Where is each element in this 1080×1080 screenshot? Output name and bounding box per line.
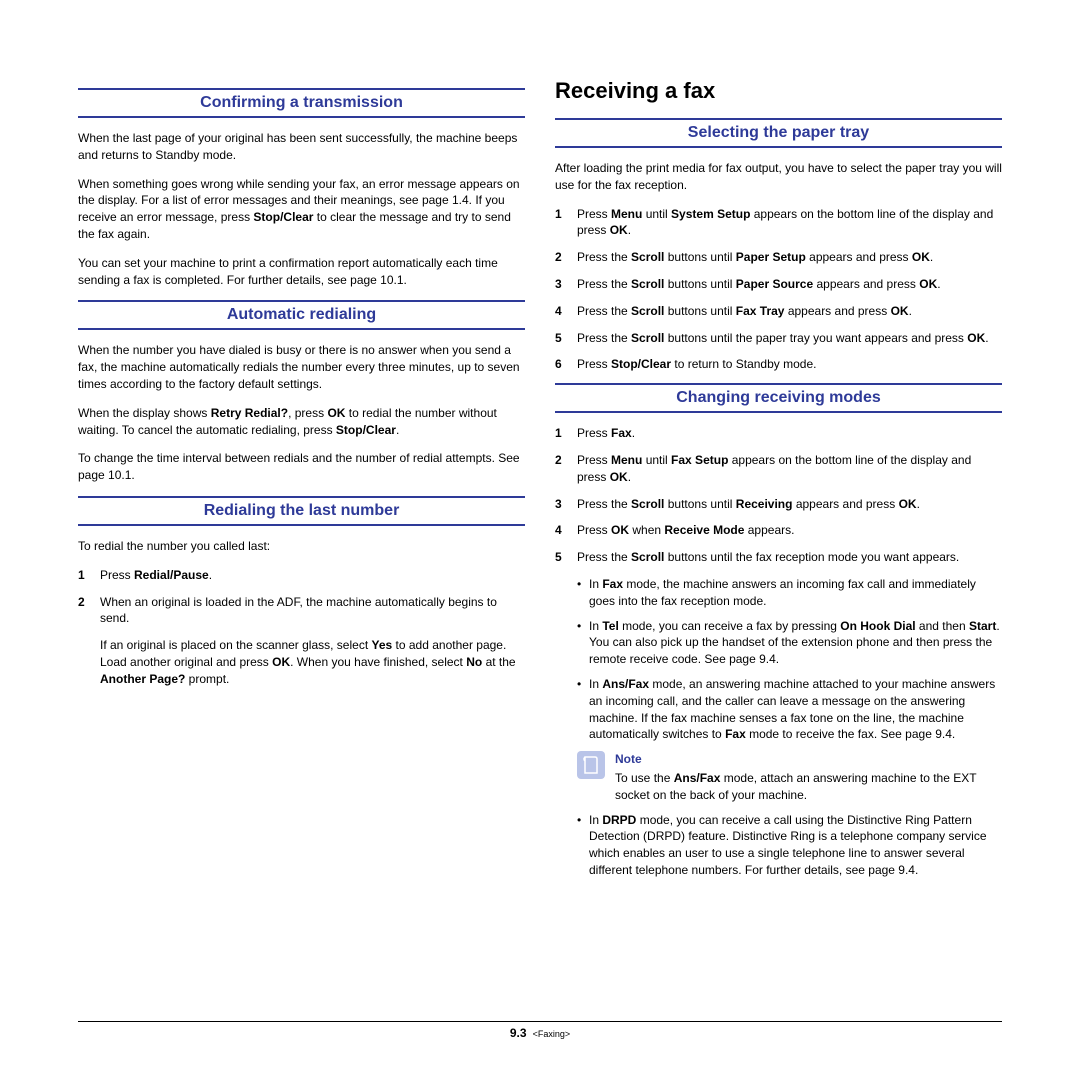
list-item: 1Press Menu until System Setup appears o…	[555, 206, 1002, 240]
step-text: Press the Scroll buttons until the fax r…	[577, 549, 1002, 566]
bullet-item: •In Fax mode, the machine answers an inc…	[577, 576, 1002, 610]
list-item: 6Press Stop/Clear to return to Standby m…	[555, 356, 1002, 373]
list-item: 2Press the Scroll buttons until Paper Se…	[555, 249, 1002, 266]
list-item: 1Press Fax.	[555, 425, 1002, 442]
page-footer: 9.3 <Faxing>	[78, 1021, 1002, 1040]
bullet-item: •In Ans/Fax mode, an answering machine a…	[577, 676, 1002, 743]
step-number: 1	[555, 206, 577, 240]
numbered-list: 1 Press Redial/Pause. 2 When an original…	[78, 567, 525, 627]
bullet-dot: •	[577, 676, 589, 743]
right-column: Receiving a fax Selecting the paper tray…	[555, 78, 1002, 887]
section-heading-auto-redial: Automatic redialing	[78, 300, 525, 330]
list-item: 3Press the Scroll buttons until Receivin…	[555, 496, 1002, 513]
para: If an original is placed on the scanner …	[100, 637, 525, 687]
bullet-dot: •	[577, 618, 589, 668]
list-item: 2 When an original is loaded in the ADF,…	[78, 594, 525, 628]
section-heading-confirming: Confirming a transmission	[78, 88, 525, 118]
note-block: Note To use the Ans/Fax mode, attach an …	[577, 751, 1002, 803]
note-body: To use the Ans/Fax mode, attach an answe…	[615, 771, 976, 802]
step-number: 1	[555, 425, 577, 442]
list-item: 4Press the Scroll buttons until Fax Tray…	[555, 303, 1002, 320]
bullet-text: In Fax mode, the machine answers an inco…	[589, 576, 1002, 610]
step-text: Press Redial/Pause.	[100, 567, 525, 584]
numbered-list: 1Press Menu until System Setup appears o…	[555, 206, 1002, 374]
step-number: 4	[555, 522, 577, 539]
step-number: 2	[78, 594, 100, 628]
step-number: 2	[555, 452, 577, 486]
step-text: Press the Scroll buttons until Fax Tray …	[577, 303, 1002, 320]
list-item: 3Press the Scroll buttons until Paper So…	[555, 276, 1002, 293]
list-item: 5Press the Scroll buttons until the pape…	[555, 330, 1002, 347]
step-number: 5	[555, 549, 577, 566]
para: When the number you have dialed is busy …	[78, 342, 525, 392]
para: When the display shows Retry Redial?, pr…	[78, 405, 525, 439]
bullet-dot: •	[577, 812, 589, 879]
list-item: 1 Press Redial/Pause.	[78, 567, 525, 584]
note-text: Note To use the Ans/Fax mode, attach an …	[615, 751, 1002, 803]
step-text: Press Menu until Fax Setup appears on th…	[577, 452, 1002, 486]
bullet-dot: •	[577, 576, 589, 610]
list-item: 4Press OK when Receive Mode appears.	[555, 522, 1002, 539]
note-title: Note	[615, 751, 1002, 768]
bullet-item: •In Tel mode, you can receive a fax by p…	[577, 618, 1002, 668]
step-text: Press the Scroll buttons until Paper Set…	[577, 249, 1002, 266]
bullet-text: In Ans/Fax mode, an answering machine at…	[589, 676, 1002, 743]
left-column: Confirming a transmission When the last …	[78, 78, 525, 887]
step-text: Press the Scroll buttons until Receiving…	[577, 496, 1002, 513]
step-number: 4	[555, 303, 577, 320]
step-text: Press Menu until System Setup appears on…	[577, 206, 1002, 240]
bullet-text: In DRPD mode, you can receive a call usi…	[589, 812, 1002, 879]
step-number: 1	[78, 567, 100, 584]
step-number: 5	[555, 330, 577, 347]
list-item: 5Press the Scroll buttons until the fax …	[555, 549, 1002, 566]
note-icon	[577, 751, 605, 779]
para: To redial the number you called last:	[78, 538, 525, 555]
list-item: 2Press Menu until Fax Setup appears on t…	[555, 452, 1002, 486]
section-heading-receiving-modes: Changing receiving modes	[555, 383, 1002, 413]
numbered-list: 1Press Fax. 2Press Menu until Fax Setup …	[555, 425, 1002, 566]
step-number: 6	[555, 356, 577, 373]
para: When the last page of your original has …	[78, 130, 525, 164]
step-text: Press the Scroll buttons until the paper…	[577, 330, 1002, 347]
step-text: Press OK when Receive Mode appears.	[577, 522, 1002, 539]
para: After loading the print media for fax ou…	[555, 160, 1002, 194]
step-number: 2	[555, 249, 577, 266]
step-text: When an original is loaded in the ADF, t…	[100, 594, 525, 628]
bullet-text: In Tel mode, you can receive a fax by pr…	[589, 618, 1002, 668]
para: To change the time interval between redi…	[78, 450, 525, 484]
two-column-layout: Confirming a transmission When the last …	[78, 78, 1002, 887]
section-heading-paper-tray: Selecting the paper tray	[555, 118, 1002, 148]
section-heading-redial-last: Redialing the last number	[78, 496, 525, 526]
step-number: 3	[555, 496, 577, 513]
para: When something goes wrong while sending …	[78, 176, 525, 243]
step-text: Press Stop/Clear to return to Standby mo…	[577, 356, 1002, 373]
footer-section: <Faxing>	[533, 1029, 571, 1039]
step-text: Press Fax.	[577, 425, 1002, 442]
step-text: Press the Scroll buttons until Paper Sou…	[577, 276, 1002, 293]
main-heading: Receiving a fax	[555, 78, 1002, 104]
bullet-item: •In DRPD mode, you can receive a call us…	[577, 812, 1002, 879]
step-number: 3	[555, 276, 577, 293]
page-number: 9.3	[510, 1026, 527, 1040]
para: You can set your machine to print a conf…	[78, 255, 525, 289]
